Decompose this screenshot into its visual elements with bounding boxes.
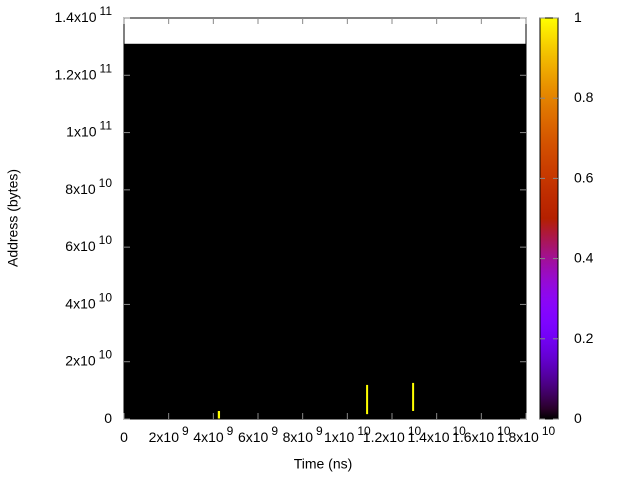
x-tick-label: 1.4x10 10 — [407, 424, 466, 445]
y-tick-label: 4x10 10 — [65, 291, 112, 312]
x-tick-label: 1x10 10 — [324, 424, 371, 445]
x-tick-label: 1.8x10 10 — [497, 424, 556, 445]
x-tick-label: 0 — [120, 429, 128, 445]
x-tick-label: 4x10 9 — [193, 424, 233, 445]
heat-cell — [366, 384, 369, 415]
y-tick-label: 2x10 10 — [65, 348, 112, 369]
colorbar-tick-label: 0.4 — [574, 249, 594, 265]
heat-cell — [217, 410, 221, 419]
colorbar-tick-label: 0 — [574, 410, 582, 426]
x-tick-label: 1.2x10 10 — [363, 424, 422, 445]
y-tick-label: 1.4x10 11 — [54, 4, 112, 25]
y-tick-label: 8x10 10 — [65, 176, 112, 197]
x-tick-label: 1.6x10 10 — [452, 424, 511, 445]
y-tick-label: 1x10 11 — [66, 119, 112, 140]
x-tick-label: 6x10 9 — [238, 424, 278, 445]
heat-cell — [412, 382, 415, 411]
colorbar — [539, 17, 559, 420]
colorbar-tick-label: 0.2 — [574, 330, 594, 346]
heat-cell — [124, 43, 526, 420]
y-tick-label: 6x10 10 — [65, 233, 112, 254]
colorbar-tick-label: 1 — [574, 9, 582, 25]
y-axis-label: Address (bytes) — [5, 169, 21, 267]
x-tick-label: 8x10 9 — [283, 424, 323, 445]
y-tick-label: 1.2x10 11 — [54, 61, 112, 82]
plot-border — [123, 17, 527, 420]
colorbar-tick-label: 0.6 — [574, 169, 594, 185]
x-tick-label: 2x10 9 — [149, 424, 189, 445]
y-tick-label: 0 — [104, 410, 112, 426]
colorbar-tick-label: 0.8 — [574, 89, 594, 105]
x-axis-label: Time (ns) — [294, 456, 353, 472]
